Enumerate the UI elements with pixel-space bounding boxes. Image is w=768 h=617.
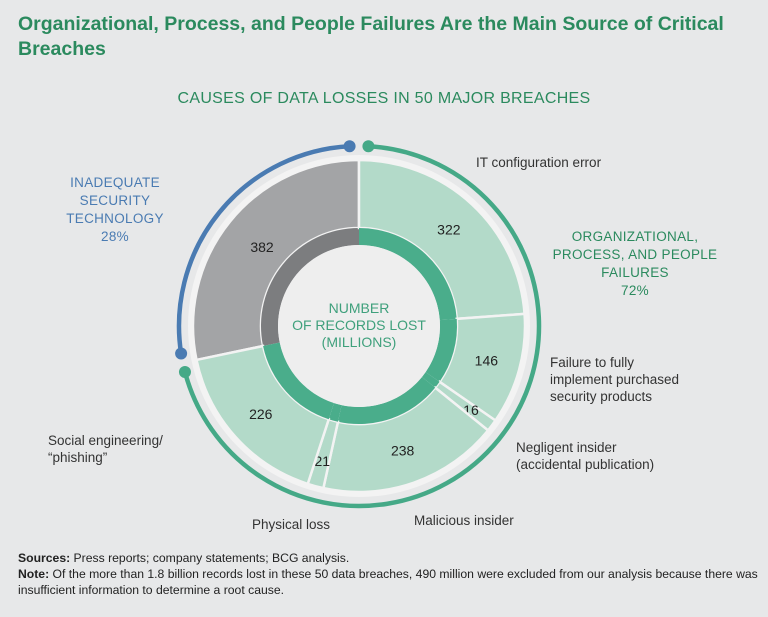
- chart-subtitle: CAUSES OF DATA LOSSES IN 50 MAJOR BREACH…: [177, 90, 591, 107]
- group-label-org: ORGANIZATIONAL, PROCESS, AND PEOPLE FAIL…: [535, 228, 735, 300]
- org-group-arc: [182, 144, 542, 509]
- slice-value-label: 226: [249, 406, 273, 422]
- group-label-line: SECURITY: [79, 193, 151, 208]
- label-line: implement purchased: [550, 372, 680, 387]
- label-line: Social engineering/: [48, 433, 163, 448]
- slice-label-social: Social engineering/ “phishing”: [48, 432, 163, 466]
- tech-group-arc: [176, 144, 350, 354]
- slice-label-failure-implement: Failure to fully implement purchased sec…: [550, 354, 679, 405]
- group-label-line: PROCESS, AND PEOPLE: [552, 247, 718, 262]
- note-label: Note:: [18, 567, 50, 581]
- note-line: Note: Of the more than 1.8 billion recor…: [18, 566, 758, 598]
- sources-line: Sources: Press reports; company statemen…: [18, 550, 758, 566]
- inner-ring-segment: [425, 318, 457, 382]
- note-text: Of the more than 1.8 billion records los…: [18, 567, 758, 597]
- center-label-line: (MILLIONS): [321, 334, 397, 350]
- inner-ring-segment: [359, 228, 457, 321]
- sources-label: Sources:: [18, 551, 71, 565]
- center-label-line: OF RECORDS LOST: [292, 317, 426, 333]
- sources-text: Press reports; company statements; BCG a…: [73, 551, 350, 565]
- donut-center: [278, 245, 440, 407]
- slice-label-negligent: Negligent insider (accidental publicatio…: [516, 439, 654, 473]
- slice-value-label: 146: [475, 353, 499, 369]
- notes: Sources: Press reports; company statemen…: [18, 550, 758, 598]
- group-label-tech: INADEQUATE SECURITY TECHNOLOGY 28%: [60, 174, 170, 246]
- group-label-line: FAILURES: [601, 265, 669, 280]
- donut-slice: [195, 344, 331, 486]
- label-line: security products: [550, 389, 653, 404]
- group-label-line: ORGANIZATIONAL,: [571, 229, 699, 244]
- tech-arc-end-dot: [343, 140, 356, 153]
- chart-title: Organizational, Process, and People Fail…: [18, 13, 724, 60]
- slice-label-it-config: IT configuration error: [476, 155, 602, 170]
- group-label-line: INADEQUATE: [70, 175, 160, 190]
- label-line: “phishing”: [48, 450, 108, 465]
- inner-ring-segment: [261, 228, 359, 347]
- center-label: NUMBER OF RECORDS LOST (MILLIONS): [289, 300, 429, 351]
- inner-ring-segment: [263, 342, 334, 420]
- inner-ring-segment: [328, 403, 342, 422]
- slice-value-label: 238: [391, 443, 415, 459]
- slice-value-label: 382: [250, 239, 274, 255]
- group-percent: 28%: [101, 229, 129, 244]
- center-label-line: NUMBER: [328, 300, 390, 316]
- label-line: (accidental publication): [516, 457, 655, 472]
- group-percent: 72%: [621, 283, 649, 298]
- slice-label-physical: Physical loss: [252, 517, 331, 532]
- slice-label-malicious: Malicious insider: [414, 513, 514, 528]
- group-label-line: TECHNOLOGY: [66, 211, 164, 226]
- inner-ring-segment: [337, 376, 436, 424]
- slice-value-label: 322: [437, 221, 461, 237]
- org-arc-end-dot: [362, 140, 375, 153]
- org-arc-end-dot: [178, 365, 191, 378]
- inner-ring-segment: [421, 372, 440, 388]
- slice-value-label: 21: [315, 453, 331, 469]
- label-line: Failure to fully: [550, 355, 635, 370]
- tech-arc-end-dot: [175, 347, 188, 360]
- label-line: Negligent insider: [516, 440, 617, 455]
